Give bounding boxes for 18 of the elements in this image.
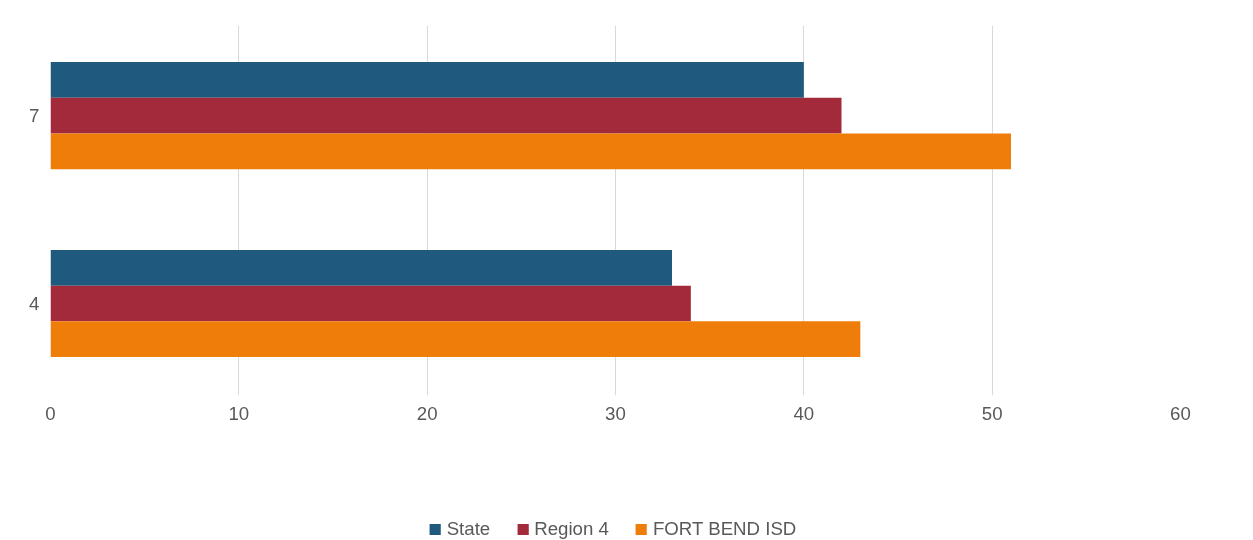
x-tick-label: 40 [793,402,815,424]
y-tick-label: 7 [29,105,40,127]
legend-label: FORT BEND ISD [652,518,797,540]
x-tick-label: 60 [1170,402,1191,424]
x-tick-label: 50 [981,402,1003,424]
x-tick-label: 20 [416,402,438,424]
bar [50,285,691,322]
bar [50,97,842,134]
bar [50,133,1011,170]
x-tick-label: 0 [45,402,56,424]
legend-label: State [446,518,491,540]
legend-label: Region 4 [534,518,609,540]
bar [50,249,672,286]
bar [50,62,804,98]
x-tick-label: 30 [605,402,626,424]
bar [50,321,861,357]
y-tick-label: 4 [29,292,40,314]
x-tick-label: 10 [228,402,250,424]
